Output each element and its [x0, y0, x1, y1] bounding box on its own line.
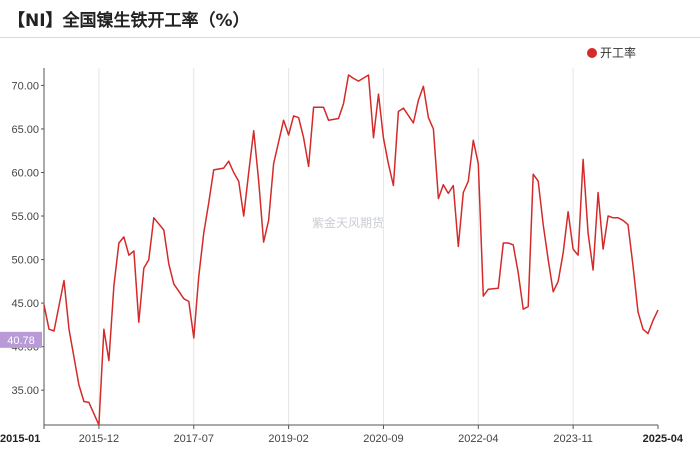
- y-tick-label-50.00: 50.00: [11, 255, 39, 267]
- legend[interactable]: 开工率: [587, 45, 636, 60]
- x-tick-labels: 2015-01 2015-12 2017-07 2019-02 2020-09 2022-…: [0, 425, 684, 445]
- y-tick-label-35.00: 35.00: [11, 385, 39, 397]
- x-tick-label-2015-12: 2015-12: [79, 433, 119, 445]
- chart-title: 【NI】全国镍生铁开工率（%）: [8, 11, 250, 31]
- last-value-label: 40.78: [7, 335, 35, 347]
- axes: [43, 68, 658, 426]
- x-tick-label-2023-11: 2023-11: [553, 433, 593, 445]
- y-tick-label-70.00: 70.00: [11, 80, 39, 92]
- watermark: 紫金天风期货: [312, 215, 384, 230]
- last-value-marker: 40.78: [0, 331, 42, 348]
- y-tick-label-55.00: 55.00: [11, 211, 39, 223]
- y-tick-label-65.00: 65.00: [11, 124, 39, 136]
- x-tick-label-2015-01: 2015-01: [0, 433, 40, 445]
- y-tick-label-45.00: 45.00: [11, 298, 39, 310]
- x-tick-label-2019-02: 2019-02: [268, 433, 308, 445]
- y-tick-label-60.00: 60.00: [11, 167, 39, 179]
- x-tick-label-2020-09: 2020-09: [363, 433, 403, 445]
- grid-lines: [98, 68, 574, 425]
- last-value-badge: [0, 331, 42, 348]
- legend-label-kaigonglv: 开工率: [600, 45, 636, 60]
- x-tick-label-2025-04: 2025-04: [643, 433, 684, 445]
- series-line-layer: [43, 74, 659, 426]
- title-divider: [0, 37, 700, 38]
- x-tick-label-2022-04: 2022-04: [458, 433, 498, 445]
- legend-marker: [587, 48, 597, 58]
- series-line-开工率: [43, 74, 659, 426]
- x-tick-label-2017-07: 2017-07: [174, 433, 214, 445]
